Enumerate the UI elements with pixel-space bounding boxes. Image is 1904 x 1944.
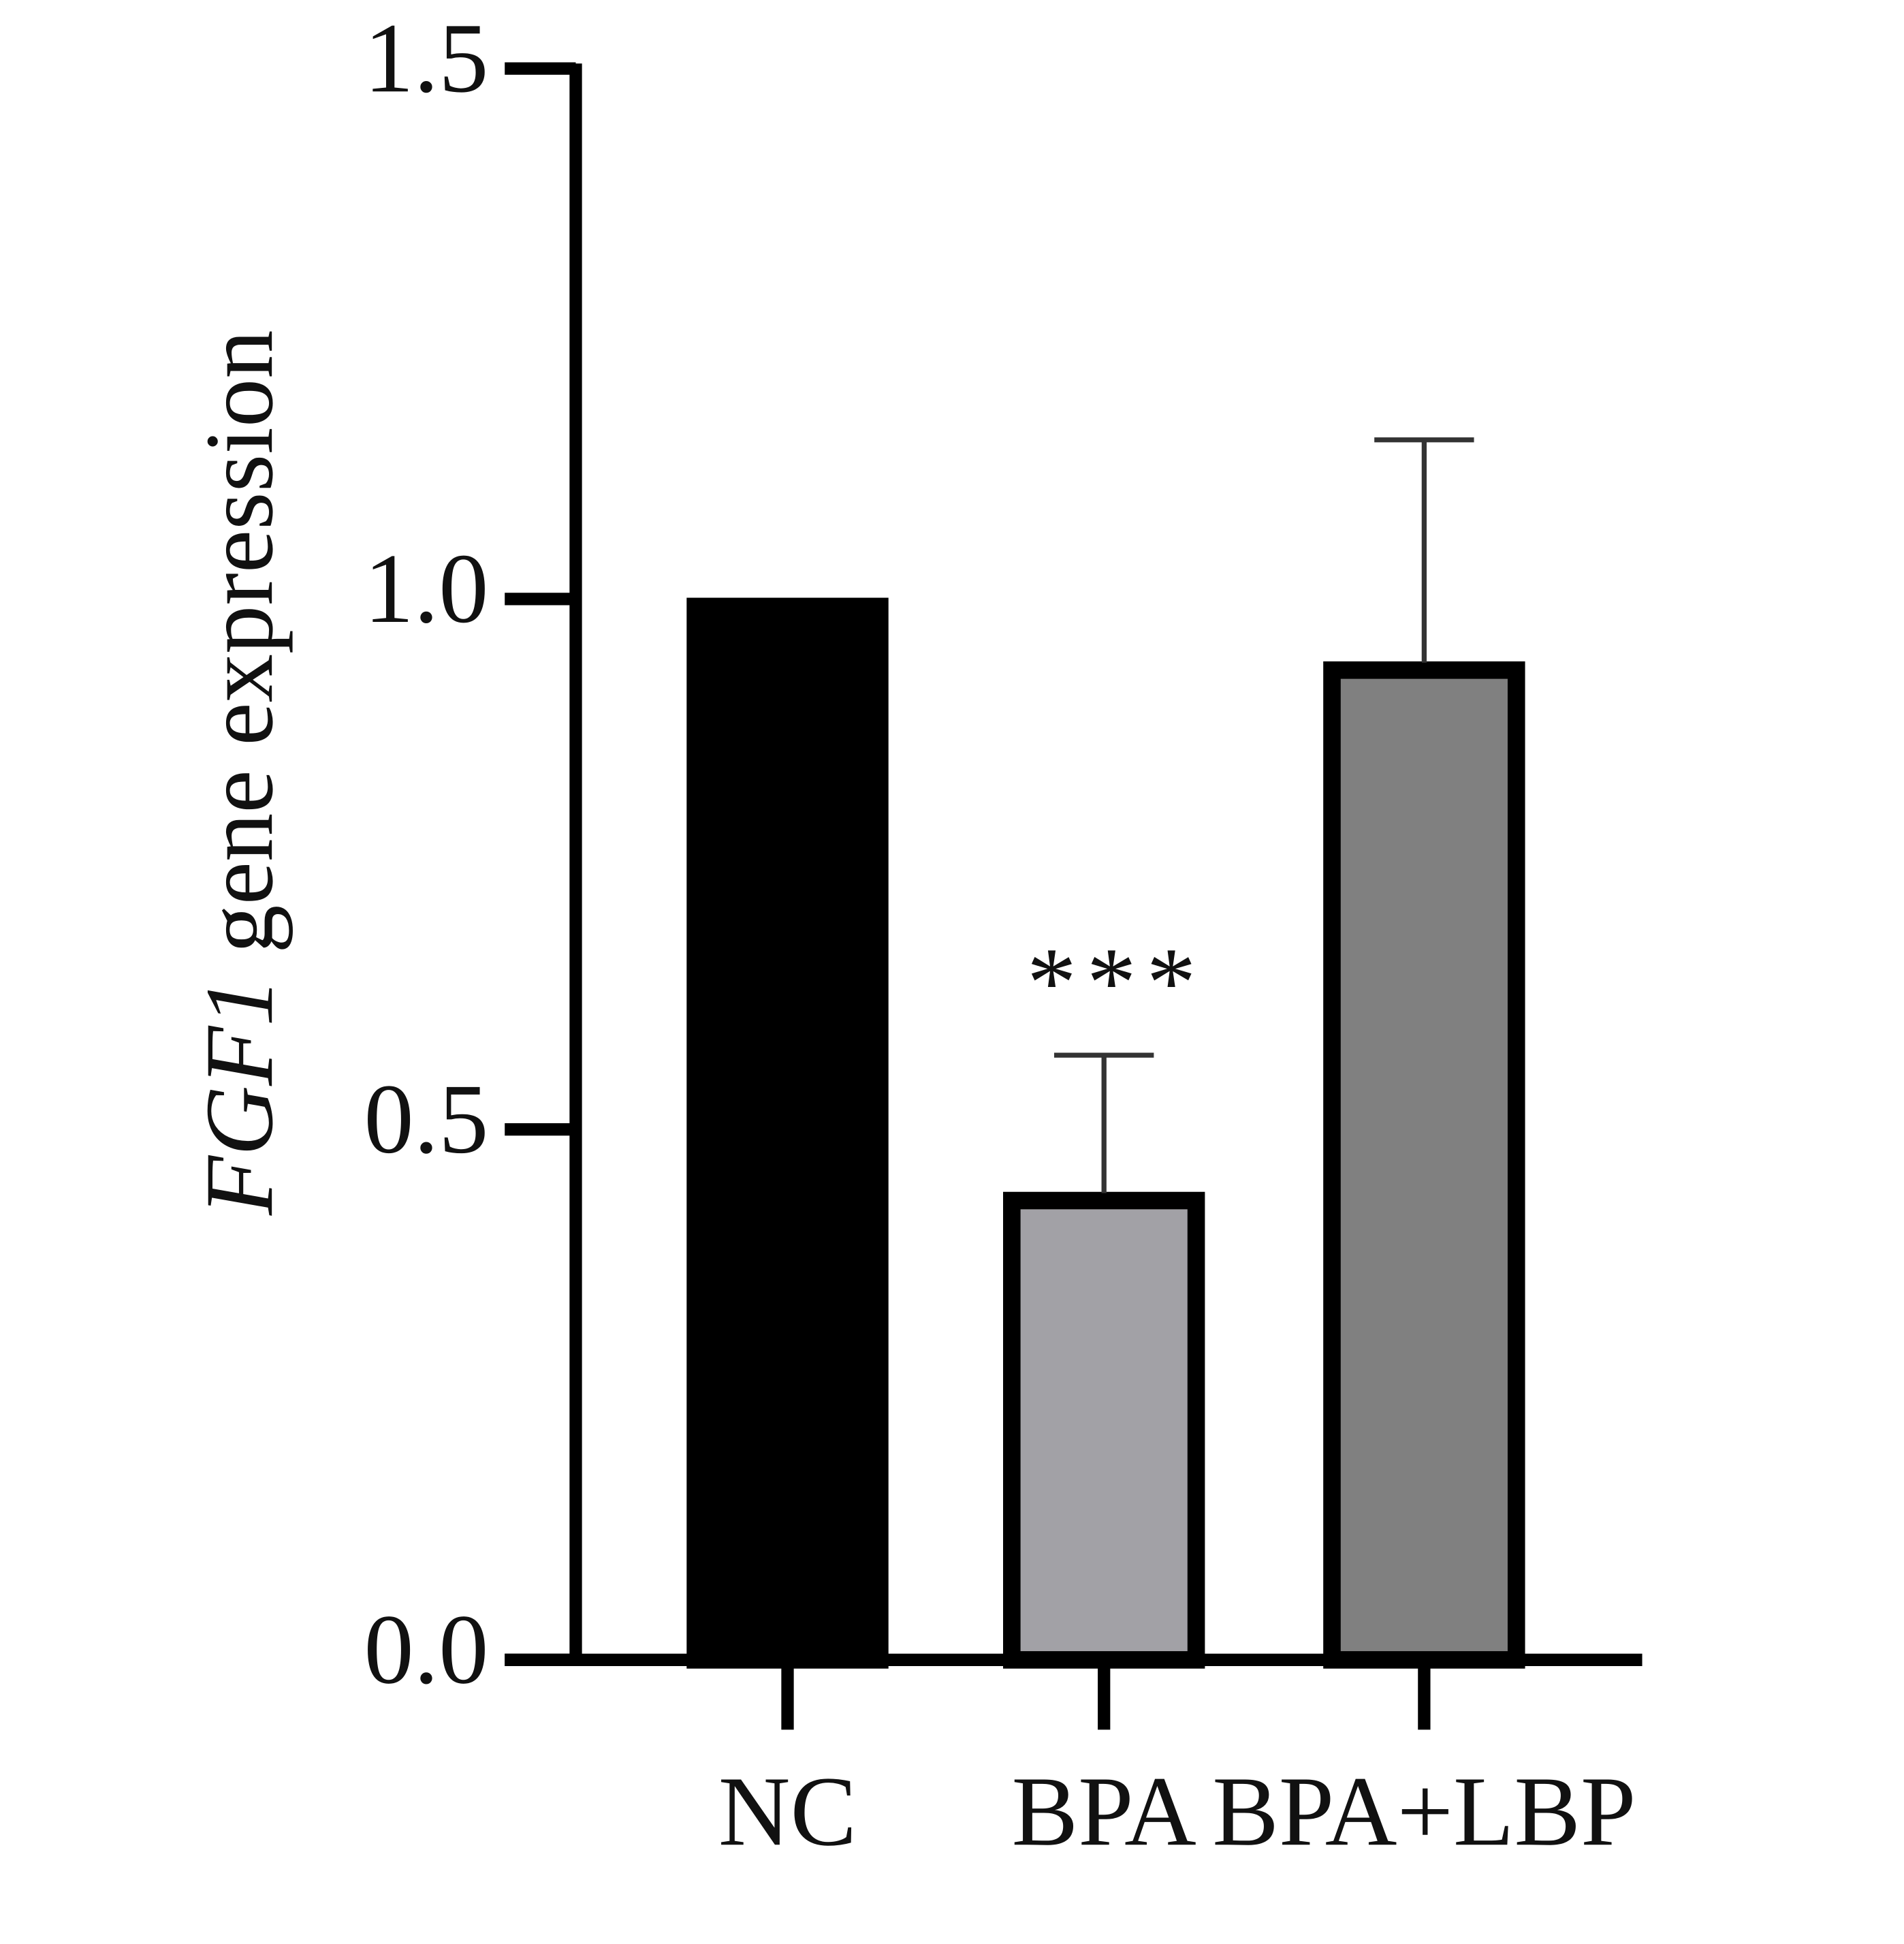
y-tick-label: 0.5 <box>364 1064 488 1174</box>
bar <box>1323 661 1525 1669</box>
gene-name: FGF1 <box>185 977 293 1216</box>
bar <box>1003 1191 1205 1669</box>
y-tick-label: 1.5 <box>364 3 488 113</box>
y-axis-label-text: gene expression <box>185 330 293 953</box>
bar <box>686 597 889 1669</box>
y-axis-label: FGF1 gene expression <box>185 330 293 1216</box>
x-tick-label: BPA <box>1012 1756 1196 1866</box>
x-tick-label: BPA+LBP <box>1212 1756 1636 1866</box>
significance: *** <box>1027 927 1206 1037</box>
y-tick-label: 1.0 <box>364 533 488 644</box>
y-tick-label: 0.0 <box>364 1594 488 1704</box>
x-tick-label: NC <box>718 1756 857 1866</box>
